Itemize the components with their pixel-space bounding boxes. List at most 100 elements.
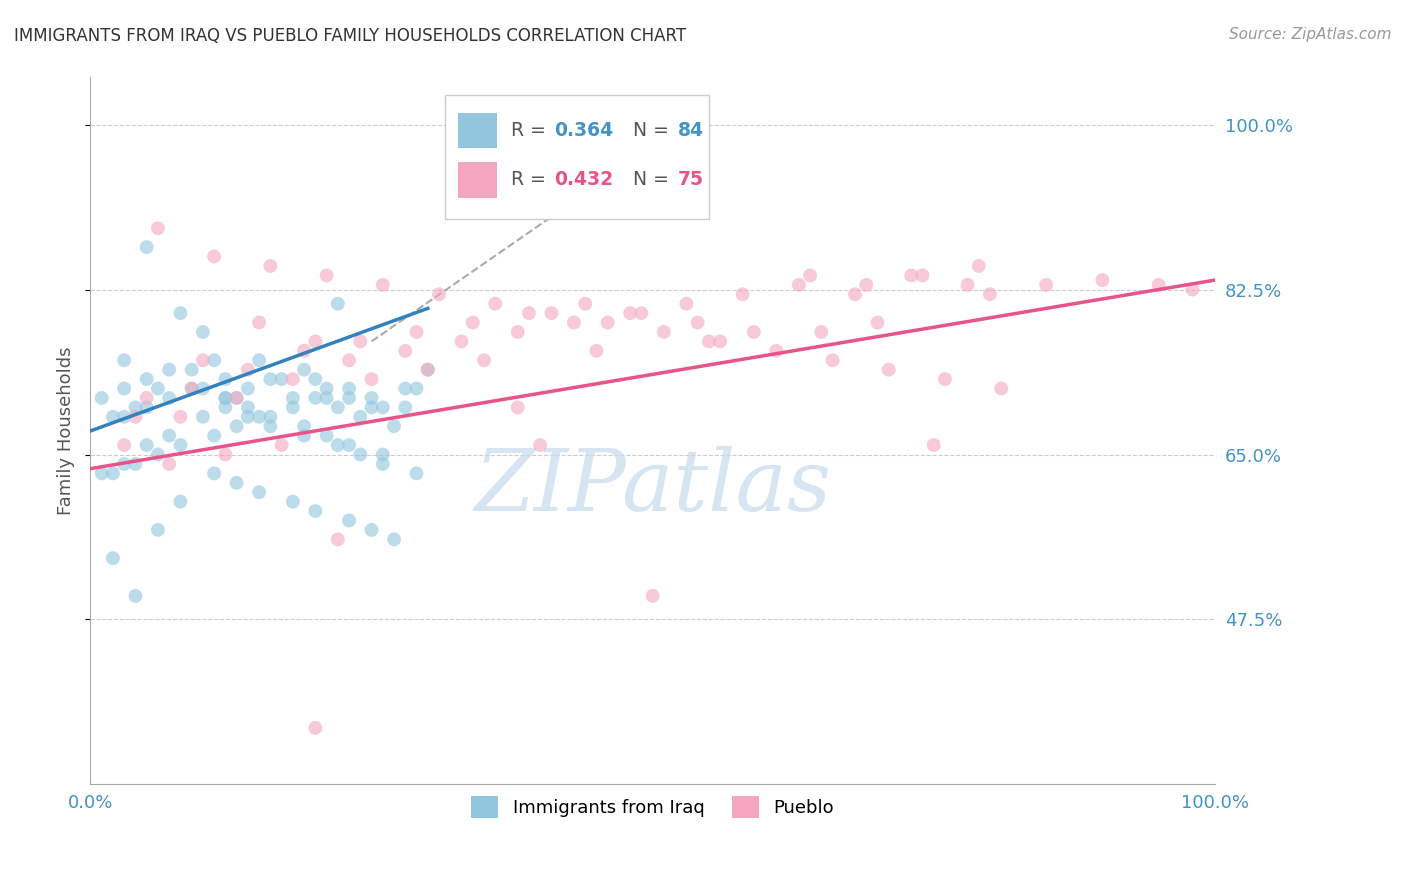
Point: [877, 362, 900, 376]
Point: [765, 343, 787, 358]
Text: Source: ZipAtlas.com: Source: ZipAtlas.com: [1229, 27, 1392, 42]
Point: [304, 372, 326, 386]
Point: [337, 382, 360, 396]
Point: [315, 382, 337, 396]
Point: [157, 362, 180, 376]
Point: [686, 316, 709, 330]
Point: [202, 353, 225, 368]
Point: [214, 391, 236, 405]
Point: [360, 391, 382, 405]
Text: ZIPatlas: ZIPatlas: [474, 446, 831, 529]
Point: [337, 438, 360, 452]
Point: [292, 419, 315, 434]
Point: [472, 353, 495, 368]
Point: [101, 551, 124, 566]
Point: [135, 240, 157, 254]
Point: [191, 382, 214, 396]
Point: [731, 287, 754, 301]
Text: R =: R =: [510, 170, 553, 189]
Point: [866, 316, 889, 330]
Point: [236, 362, 259, 376]
Point: [124, 457, 146, 471]
Point: [191, 325, 214, 339]
Point: [990, 382, 1012, 396]
Point: [236, 409, 259, 424]
Point: [247, 485, 270, 500]
Point: [225, 419, 247, 434]
Point: [202, 428, 225, 442]
Point: [191, 409, 214, 424]
Point: [394, 382, 416, 396]
Point: [934, 372, 956, 386]
Point: [787, 277, 810, 292]
Point: [382, 533, 405, 547]
Point: [236, 401, 259, 415]
Point: [349, 334, 371, 349]
Text: IMMIGRANTS FROM IRAQ VS PUEBLO FAMILY HOUSEHOLDS CORRELATION CHART: IMMIGRANTS FROM IRAQ VS PUEBLO FAMILY HO…: [14, 27, 686, 45]
Point: [337, 391, 360, 405]
Point: [641, 589, 664, 603]
Text: 0.432: 0.432: [554, 170, 613, 189]
Point: [315, 428, 337, 442]
Point: [124, 589, 146, 603]
Point: [259, 259, 281, 273]
Point: [1091, 273, 1114, 287]
Text: N =: N =: [621, 170, 675, 189]
Point: [157, 391, 180, 405]
Point: [799, 268, 821, 283]
Point: [146, 523, 169, 537]
Point: [157, 457, 180, 471]
Point: [1035, 277, 1057, 292]
Point: [349, 448, 371, 462]
Point: [90, 467, 112, 481]
Point: [135, 372, 157, 386]
Point: [101, 409, 124, 424]
Point: [630, 306, 652, 320]
Point: [112, 457, 135, 471]
Point: [214, 401, 236, 415]
Point: [709, 334, 731, 349]
Point: [315, 391, 337, 405]
Text: N =: N =: [621, 121, 675, 140]
Point: [922, 438, 945, 452]
Point: [281, 391, 304, 405]
Point: [1147, 277, 1170, 292]
Point: [112, 438, 135, 452]
Point: [810, 325, 832, 339]
Text: R =: R =: [510, 121, 553, 140]
Point: [360, 523, 382, 537]
Point: [180, 362, 202, 376]
Point: [112, 382, 135, 396]
Point: [281, 494, 304, 508]
Point: [427, 287, 450, 301]
Point: [304, 334, 326, 349]
Point: [236, 382, 259, 396]
Point: [101, 467, 124, 481]
Point: [1181, 283, 1204, 297]
Point: [326, 401, 349, 415]
Point: [326, 438, 349, 452]
Point: [146, 448, 169, 462]
Text: 84: 84: [678, 121, 703, 140]
Point: [112, 409, 135, 424]
Point: [169, 409, 191, 424]
Point: [225, 391, 247, 405]
Point: [259, 419, 281, 434]
Point: [169, 306, 191, 320]
Legend: Immigrants from Iraq, Pueblo: Immigrants from Iraq, Pueblo: [464, 789, 841, 825]
Point: [315, 268, 337, 283]
Point: [596, 316, 619, 330]
Point: [371, 277, 394, 292]
Point: [90, 391, 112, 405]
Point: [146, 382, 169, 396]
Point: [247, 316, 270, 330]
Point: [540, 306, 562, 320]
Point: [135, 438, 157, 452]
Point: [652, 325, 675, 339]
Point: [135, 401, 157, 415]
Point: [405, 467, 427, 481]
Point: [844, 287, 866, 301]
Bar: [458, 162, 498, 198]
FancyBboxPatch shape: [444, 95, 709, 219]
Point: [191, 353, 214, 368]
